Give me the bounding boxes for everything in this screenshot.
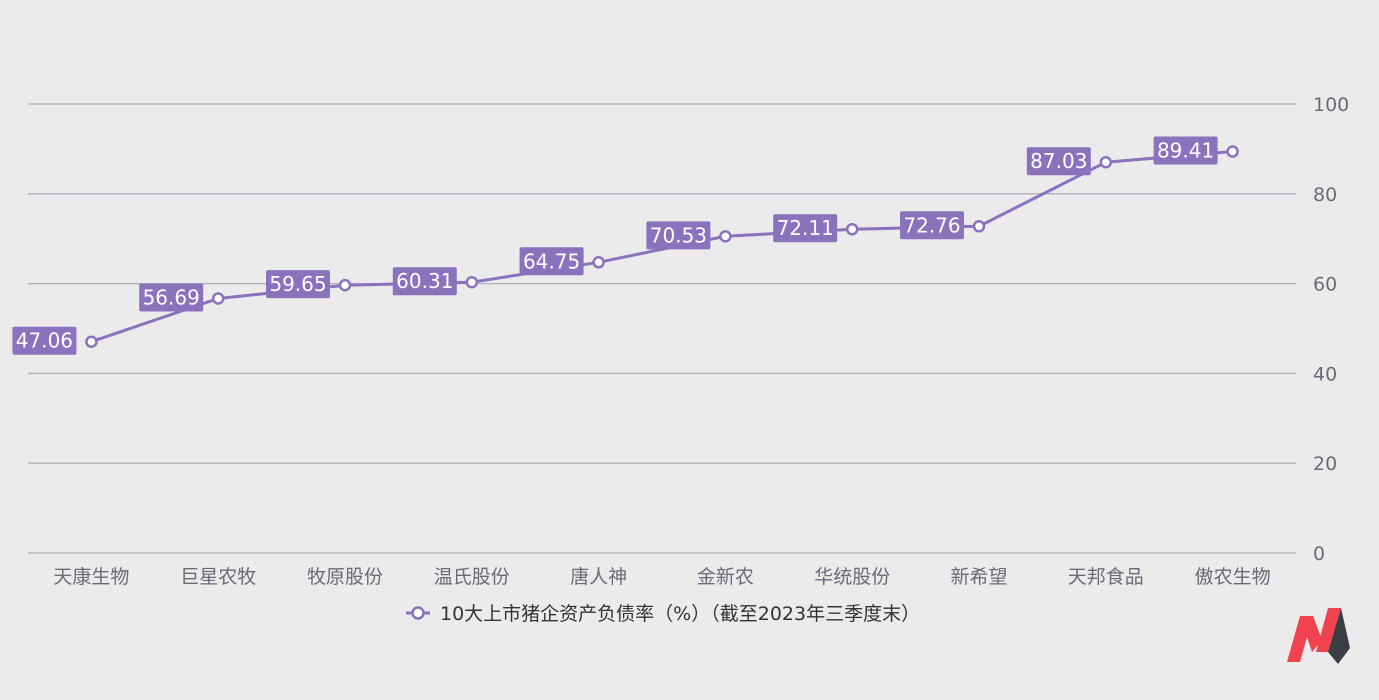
x-category-label: 唐人神 bbox=[570, 566, 627, 588]
data-label-text: 72.11 bbox=[777, 216, 834, 240]
data-point[interactable] bbox=[1099, 155, 1113, 169]
data-label-text: 47.06 bbox=[16, 329, 73, 353]
data-point[interactable] bbox=[845, 222, 859, 236]
data-labels: 47.06 56.69 59.65 60.31 64.75 70.53 72.11 72.76… bbox=[12, 136, 1218, 355]
data-label: 56.69 bbox=[139, 283, 204, 312]
data-label-box bbox=[519, 247, 584, 276]
x-category-label: 金新农 bbox=[697, 566, 754, 588]
data-label: 47.06 bbox=[12, 326, 77, 355]
x-category-label: 新希望 bbox=[950, 566, 1007, 588]
x-category-label: 牧原股份 bbox=[307, 566, 383, 588]
legend-label: 10大上市猪企资产负债率（%）（截至2023年三季度末） bbox=[440, 603, 920, 625]
y-tick-label: 0 bbox=[1313, 543, 1325, 565]
data-label: 89.41 bbox=[1153, 136, 1218, 165]
data-label: 87.03 bbox=[1026, 147, 1091, 176]
data-label: 70.53 bbox=[646, 221, 711, 250]
data-label-text: 72.76 bbox=[903, 213, 960, 237]
x-axis-categories: 天康生物 巨星农牧 牧原股份 温氏股份 唐人神 金新农 华统股份 新希望 天邦食品 傲农生物 bbox=[53, 566, 1270, 588]
legend[interactable]: 10大上市猪企资产负债率（%）（截至2023年三季度末） bbox=[406, 603, 920, 625]
x-category-label: 天康生物 bbox=[53, 566, 129, 588]
logo-middle-stroke bbox=[1300, 616, 1322, 652]
data-label-text: 60.31 bbox=[396, 269, 453, 293]
data-label-text: 64.75 bbox=[523, 249, 580, 273]
data-label-text: 70.53 bbox=[650, 223, 707, 247]
data-label: 72.11 bbox=[773, 214, 838, 243]
x-category-label: 温氏股份 bbox=[434, 566, 510, 588]
x-category-label: 华统股份 bbox=[814, 566, 890, 588]
data-point[interactable] bbox=[85, 335, 98, 348]
data-label-text: 87.03 bbox=[1030, 149, 1087, 173]
data-point[interactable] bbox=[338, 278, 352, 292]
brand-logo bbox=[1287, 608, 1350, 664]
y-tick-label: 40 bbox=[1313, 363, 1337, 385]
data-point[interactable] bbox=[592, 256, 605, 269]
y-tick-label: 80 bbox=[1313, 184, 1337, 206]
data-label-box bbox=[1026, 147, 1091, 176]
data-point[interactable] bbox=[719, 230, 732, 243]
data-label-box bbox=[266, 270, 330, 299]
data-label-box bbox=[392, 267, 457, 296]
data-label-box bbox=[900, 211, 964, 240]
legend-marker-icon bbox=[411, 606, 425, 620]
data-points bbox=[85, 145, 1239, 348]
x-category-label: 傲农生物 bbox=[1195, 566, 1271, 588]
data-label: 59.65 bbox=[266, 270, 330, 299]
data-label-box bbox=[12, 326, 77, 355]
grid-lines bbox=[28, 103, 1296, 554]
data-label-text: 56.69 bbox=[143, 285, 200, 309]
data-label-text: 89.41 bbox=[1157, 139, 1214, 163]
data-label-box bbox=[646, 221, 711, 250]
data-point[interactable] bbox=[465, 275, 479, 289]
data-label: 64.75 bbox=[519, 247, 584, 276]
data-label-box bbox=[773, 214, 838, 243]
data-label-box bbox=[1153, 136, 1218, 165]
y-axis-ticks: 0 20 40 60 80 100 bbox=[1313, 94, 1349, 565]
y-tick-label: 100 bbox=[1313, 94, 1349, 116]
data-point[interactable] bbox=[211, 292, 225, 305]
logo-right-stroke bbox=[1316, 608, 1341, 652]
logo-shadow-stroke bbox=[1328, 608, 1350, 664]
x-category-label: 天邦食品 bbox=[1068, 566, 1144, 588]
data-label: 60.31 bbox=[392, 267, 457, 296]
y-tick-label: 20 bbox=[1313, 453, 1337, 475]
data-point[interactable] bbox=[1226, 145, 1239, 158]
data-label-text: 59.65 bbox=[269, 272, 326, 296]
data-label: 72.76 bbox=[900, 211, 964, 240]
data-label-box bbox=[139, 283, 204, 312]
y-tick-label: 60 bbox=[1313, 274, 1337, 296]
data-point[interactable] bbox=[972, 220, 986, 233]
x-category-label: 巨星农牧 bbox=[180, 566, 256, 588]
